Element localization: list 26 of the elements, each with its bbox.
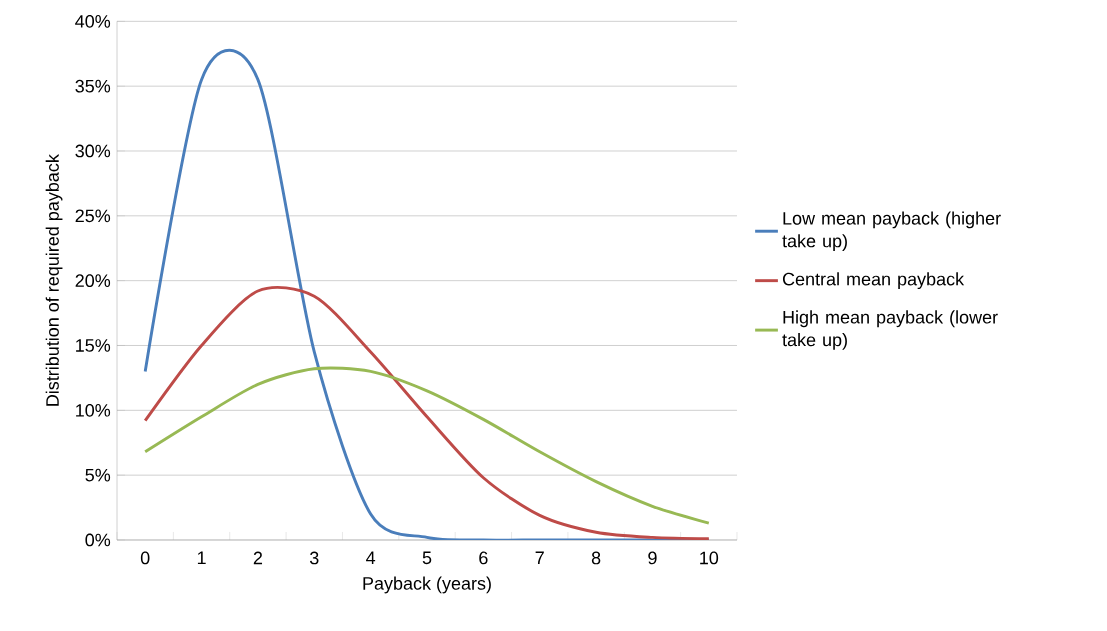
y-tick-label: 15% [76, 339, 111, 352]
x-tick-label: 0 [140, 551, 150, 565]
y-tick-label: 40% [75, 14, 111, 28]
y-tick-label: 30% [75, 144, 111, 158]
x-tick-label: 7 [535, 551, 544, 564]
legend-label: Central mean payback [782, 272, 965, 290]
y-tick-label: 35% [75, 79, 111, 93]
legend-label: Low mean payback (higher take up) [782, 211, 1001, 251]
x-tick-label: 3 [309, 551, 319, 565]
x-tick-label: 6 [479, 551, 488, 565]
x-tick-label: 2 [253, 551, 263, 565]
x-tick-label: 4 [366, 551, 376, 564]
y-axis-title: Distribution of required payback [45, 154, 63, 406]
x-tick-label: 1 [197, 551, 206, 564]
y-tick-label: 20% [75, 274, 111, 288]
x-tick-label: 5 [422, 551, 432, 565]
x-axis-title: Payback (years) [363, 576, 491, 594]
x-tick-label: 10 [700, 551, 719, 565]
y-tick-label: 5% [85, 468, 111, 482]
x-tick-label: 9 [648, 551, 657, 565]
y-tick-label: 0% [85, 533, 111, 547]
x-tick-label: 8 [591, 551, 601, 565]
line-series [143, 366, 711, 525]
legend-label: High mean payback (lower take up) [782, 310, 998, 350]
y-tick-label: 25% [75, 209, 111, 223]
y-tick-label: 10% [76, 403, 111, 417]
